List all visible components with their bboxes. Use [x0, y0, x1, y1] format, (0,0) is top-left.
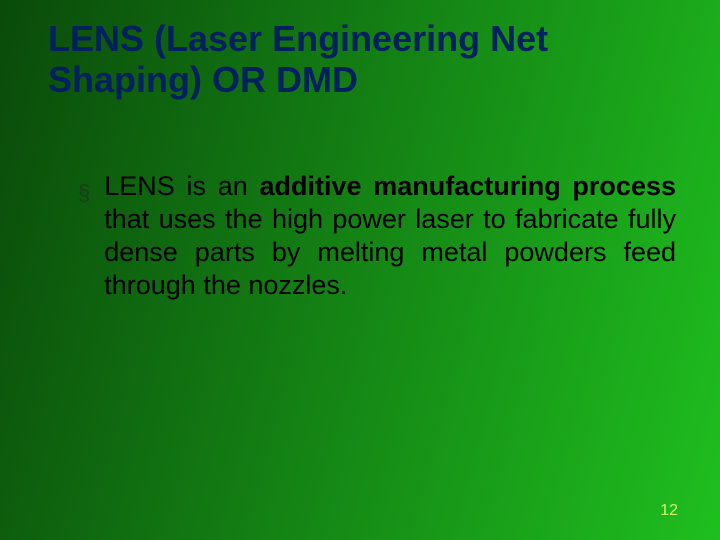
bullet-item: § LENS is an additive manufacturing proc…	[78, 170, 676, 302]
page-number: 12	[660, 502, 678, 520]
body-bold: additive manufacturing process	[259, 171, 676, 201]
slide-title: LENS (Laser Engineering Net Shaping) OR …	[48, 18, 680, 101]
bullet-icon: §	[78, 180, 90, 206]
title-text: LENS (Laser Engineering Net Shaping) OR …	[48, 18, 548, 100]
slide: LENS (Laser Engineering Net Shaping) OR …	[0, 0, 720, 540]
body-suffix: that uses the high power laser to fabric…	[104, 204, 676, 300]
slide-body: § LENS is an additive manufacturing proc…	[78, 170, 676, 302]
body-prefix: LENS is an	[104, 171, 259, 201]
body-text: LENS is an additive manufacturing proces…	[104, 170, 676, 302]
page-number-text: 12	[660, 502, 678, 519]
